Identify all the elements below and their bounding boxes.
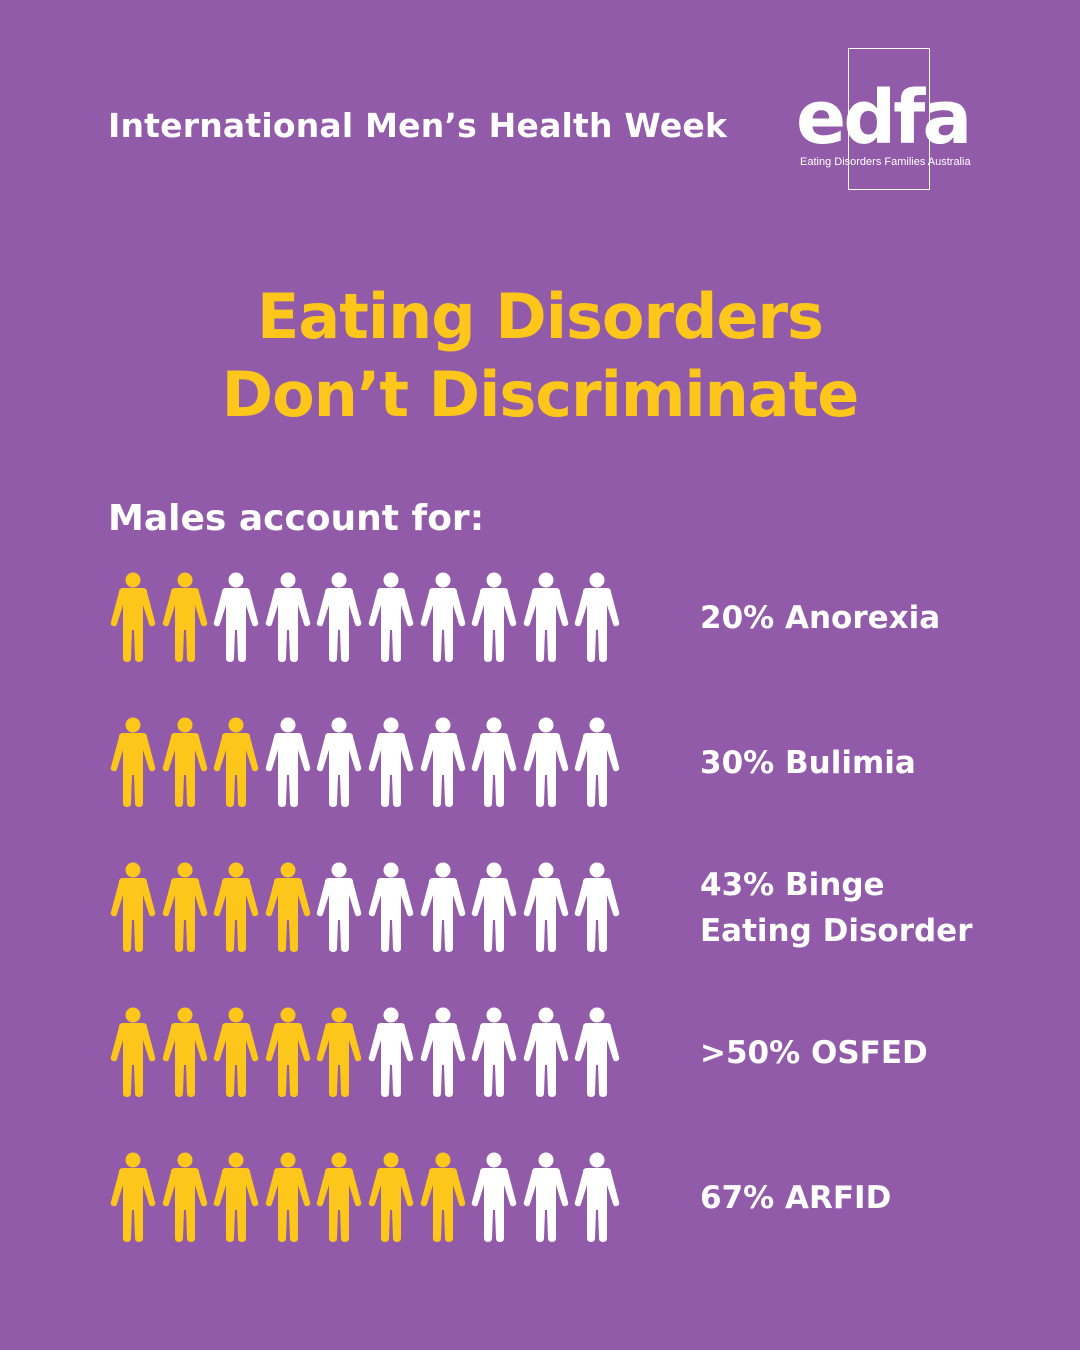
stat-label: 67% ARFID <box>700 1152 1000 1244</box>
person-icon-highlighted <box>108 1007 158 1099</box>
person-icon-highlighted <box>366 1152 416 1244</box>
person-icon-highlighted <box>418 1152 468 1244</box>
person-icon <box>572 1152 622 1244</box>
stat-label-text: >50% OSFED <box>700 1035 928 1071</box>
stat-row-anorexia: 20% Anorexia <box>108 572 1008 664</box>
main-title-line-2: Don’t Discriminate <box>221 358 860 431</box>
logo-wordmark: edfa <box>796 75 972 161</box>
stat-row-binge-eating-disorder: 43% Binge Eating Disorder <box>108 862 1008 954</box>
person-icon <box>521 862 571 954</box>
person-icon <box>211 572 261 664</box>
main-title-line-1: Eating Disorders <box>257 280 824 353</box>
person-icon-highlighted <box>211 1007 261 1099</box>
figure-group <box>108 862 628 954</box>
person-icon <box>469 862 519 954</box>
person-icon <box>469 1152 519 1244</box>
stat-label: 43% Binge Eating Disorder <box>700 862 1000 954</box>
person-icon <box>314 572 364 664</box>
person-icon <box>366 1007 416 1099</box>
stat-row-arfid: 67% ARFID <box>108 1152 1008 1244</box>
person-icon <box>314 717 364 809</box>
stat-row-osfed: >50% OSFED <box>108 1007 1008 1099</box>
person-icon-highlighted <box>263 1152 313 1244</box>
person-icon <box>469 572 519 664</box>
person-icon <box>521 717 571 809</box>
person-icon-highlighted <box>263 1007 313 1099</box>
person-icon-highlighted <box>160 862 210 954</box>
person-icon-highlighted <box>314 1007 364 1099</box>
person-icon-highlighted <box>160 717 210 809</box>
person-icon <box>366 862 416 954</box>
main-title: Eating Disorders Don’t Discriminate <box>0 278 1080 434</box>
person-icon <box>572 717 622 809</box>
person-icon <box>263 572 313 664</box>
stat-label-text: 30% Bulimia <box>700 745 916 781</box>
person-icon-highlighted <box>314 1152 364 1244</box>
person-icon <box>572 572 622 664</box>
figure-group <box>108 572 628 664</box>
person-icon-highlighted <box>160 1152 210 1244</box>
person-icon <box>572 862 622 954</box>
event-title: International Men’s Health Week <box>108 106 728 145</box>
stat-label-text: 67% ARFID <box>700 1180 892 1216</box>
person-icon <box>521 1152 571 1244</box>
person-icon-highlighted <box>211 1152 261 1244</box>
logo-frame <box>848 48 930 190</box>
person-icon-highlighted <box>160 572 210 664</box>
intro-heading: Males account for: <box>108 498 485 539</box>
person-icon <box>418 717 468 809</box>
person-icon-highlighted <box>211 862 261 954</box>
person-icon-highlighted <box>108 862 158 954</box>
figure-group <box>108 1007 628 1099</box>
stat-label-text: 43% Binge Eating Disorder <box>700 867 973 949</box>
person-icon <box>418 862 468 954</box>
person-icon <box>366 717 416 809</box>
person-icon <box>521 1007 571 1099</box>
person-icon-highlighted <box>108 717 158 809</box>
stat-label-text: 20% Anorexia <box>700 600 941 636</box>
person-icon-highlighted <box>108 572 158 664</box>
person-icon <box>469 717 519 809</box>
figure-group <box>108 717 628 809</box>
stat-label: 20% Anorexia <box>700 572 1000 664</box>
stat-row-bulimia: 30% Bulimia <box>108 717 1008 809</box>
edfa-logo: edfa Eating Disorders Families Australia <box>796 48 1006 192</box>
person-icon <box>366 572 416 664</box>
person-icon-highlighted <box>211 717 261 809</box>
person-icon-highlighted <box>160 1007 210 1099</box>
person-icon-highlighted <box>108 1152 158 1244</box>
logo-tagline: Eating Disorders Families Australia <box>800 156 971 168</box>
person-icon <box>263 717 313 809</box>
person-icon <box>418 572 468 664</box>
stat-label: 30% Bulimia <box>700 717 1000 809</box>
stat-label: >50% OSFED <box>700 1007 1000 1099</box>
person-icon-highlighted <box>263 862 313 954</box>
person-icon <box>418 1007 468 1099</box>
figure-group <box>108 1152 628 1244</box>
person-icon <box>469 1007 519 1099</box>
person-icon <box>572 1007 622 1099</box>
person-icon <box>314 862 364 954</box>
person-icon <box>521 572 571 664</box>
